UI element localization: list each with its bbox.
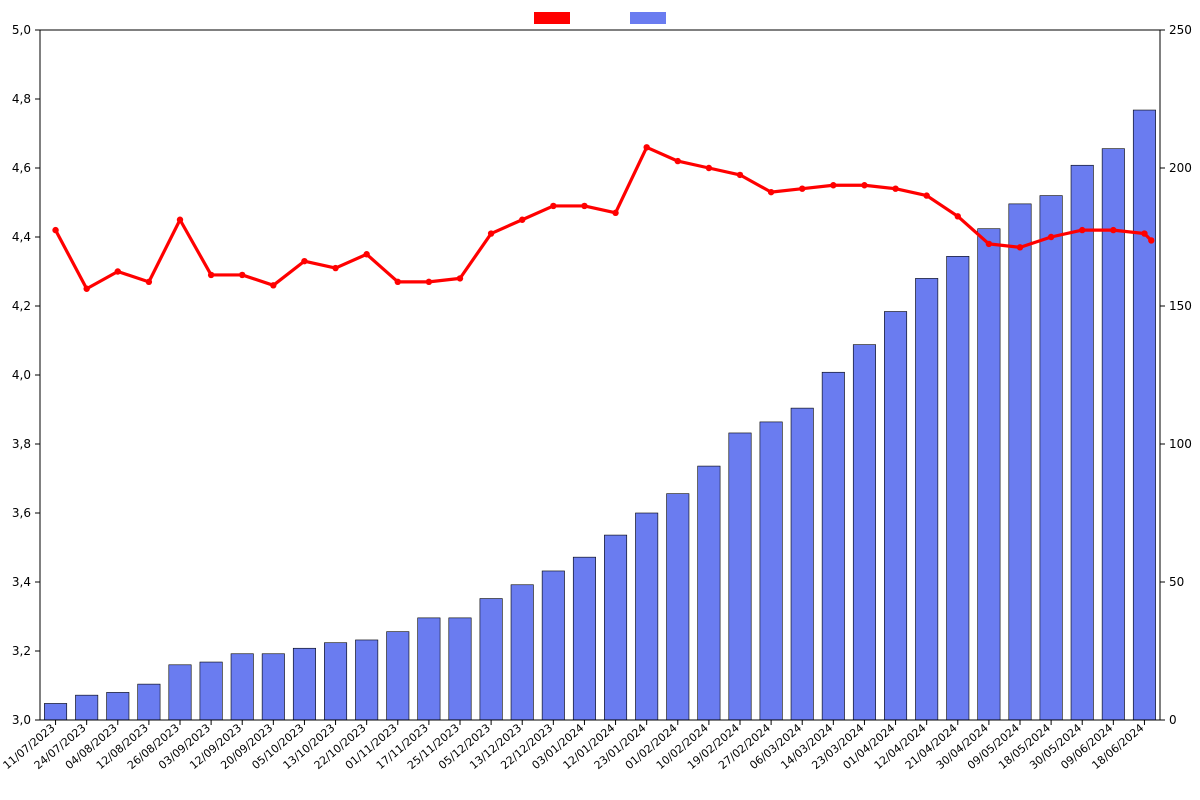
- line-marker: [270, 282, 276, 288]
- line-marker: [239, 272, 245, 278]
- line-marker: [830, 182, 836, 188]
- legend-swatch: [630, 12, 666, 24]
- line-marker: [955, 213, 961, 219]
- line-marker: [1048, 234, 1054, 240]
- bar: [853, 345, 875, 720]
- ytick-left-label: 3,0: [12, 713, 31, 727]
- bar: [729, 433, 751, 720]
- bar: [169, 665, 191, 720]
- ytick-right-label: 0: [1169, 713, 1177, 727]
- ytick-left-label: 3,4: [12, 575, 31, 589]
- legend-swatch: [534, 12, 570, 24]
- line-marker: [1148, 237, 1154, 243]
- line-marker: [643, 144, 649, 150]
- bar: [1009, 204, 1031, 720]
- ytick-left-label: 4,2: [12, 299, 31, 313]
- line-marker: [1079, 227, 1085, 233]
- line-marker: [612, 210, 618, 216]
- ytick-right-label: 250: [1169, 23, 1192, 37]
- line-marker: [208, 272, 214, 278]
- line-marker: [581, 203, 587, 209]
- ytick-left-label: 4,0: [12, 368, 31, 382]
- ytick-left-label: 3,8: [12, 437, 31, 451]
- bar: [1071, 165, 1093, 720]
- ytick-left-label: 3,6: [12, 506, 31, 520]
- bars-group: [44, 110, 1155, 720]
- line-marker: [550, 203, 556, 209]
- combo-chart: 3,0 3,2 3,4 3,6 3,8 4,0 4,2 4,4 4,6 4,8 5,0 0 50 100 1…: [0, 0, 1200, 800]
- bar: [293, 648, 315, 720]
- line-marker: [457, 275, 463, 281]
- bar: [449, 618, 471, 720]
- bar: [418, 618, 440, 720]
- line-marker: [363, 251, 369, 257]
- bar: [822, 372, 844, 720]
- line-marker: [83, 286, 89, 292]
- bar: [760, 422, 782, 720]
- bar: [387, 632, 409, 720]
- ytick-right-label: 200: [1169, 161, 1192, 175]
- line-marker: [1141, 230, 1147, 236]
- line-marker: [986, 241, 992, 247]
- line-marker: [177, 217, 183, 223]
- line-marker: [146, 279, 152, 285]
- bar: [884, 312, 906, 720]
- bar: [511, 585, 533, 720]
- line-marker: [861, 182, 867, 188]
- ytick-left-label: 4,8: [12, 92, 31, 106]
- line-marker: [332, 265, 338, 271]
- line-marker: [737, 172, 743, 178]
- line-marker: [1017, 244, 1023, 250]
- bar: [604, 535, 626, 720]
- ytick-left-label: 5,0: [12, 23, 31, 37]
- ytick-left-label: 4,4: [12, 230, 31, 244]
- bar: [542, 571, 564, 720]
- ytick-left-label: 4,6: [12, 161, 31, 175]
- line-marker: [892, 186, 898, 192]
- line-marker: [488, 230, 494, 236]
- line-marker: [1110, 227, 1116, 233]
- bar: [44, 703, 66, 720]
- line-marker: [115, 268, 121, 274]
- bar: [231, 654, 253, 720]
- line-marker: [768, 189, 774, 195]
- line-marker: [675, 158, 681, 164]
- bar: [1102, 149, 1124, 720]
- bar: [200, 662, 222, 720]
- bar: [107, 692, 129, 720]
- line-marker: [395, 279, 401, 285]
- ytick-left-label: 3,2: [12, 644, 31, 658]
- ytick-right-label: 50: [1169, 575, 1184, 589]
- bar: [1040, 196, 1062, 720]
- bar: [915, 278, 937, 720]
- bar: [355, 640, 377, 720]
- bar: [1133, 110, 1155, 720]
- bar: [635, 513, 657, 720]
- bar: [698, 466, 720, 720]
- line-marker: [519, 217, 525, 223]
- bar: [480, 599, 502, 720]
- line-marker: [799, 186, 805, 192]
- bar: [75, 695, 97, 720]
- line-marker: [706, 165, 712, 171]
- bar: [324, 643, 346, 720]
- ytick-right-label: 100: [1169, 437, 1192, 451]
- bar: [978, 229, 1000, 720]
- bar: [138, 684, 160, 720]
- line-marker: [426, 279, 432, 285]
- line-marker: [923, 192, 929, 198]
- bar: [262, 654, 284, 720]
- ytick-right-label: 150: [1169, 299, 1192, 313]
- bar: [667, 494, 689, 720]
- chart-svg: 3,0 3,2 3,4 3,6 3,8 4,0 4,2 4,4 4,6 4,8 5,0 0 50 100 1…: [0, 0, 1200, 800]
- line-marker: [301, 258, 307, 264]
- bar: [947, 256, 969, 720]
- bar: [573, 557, 595, 720]
- bar: [791, 408, 813, 720]
- line-marker: [52, 227, 58, 233]
